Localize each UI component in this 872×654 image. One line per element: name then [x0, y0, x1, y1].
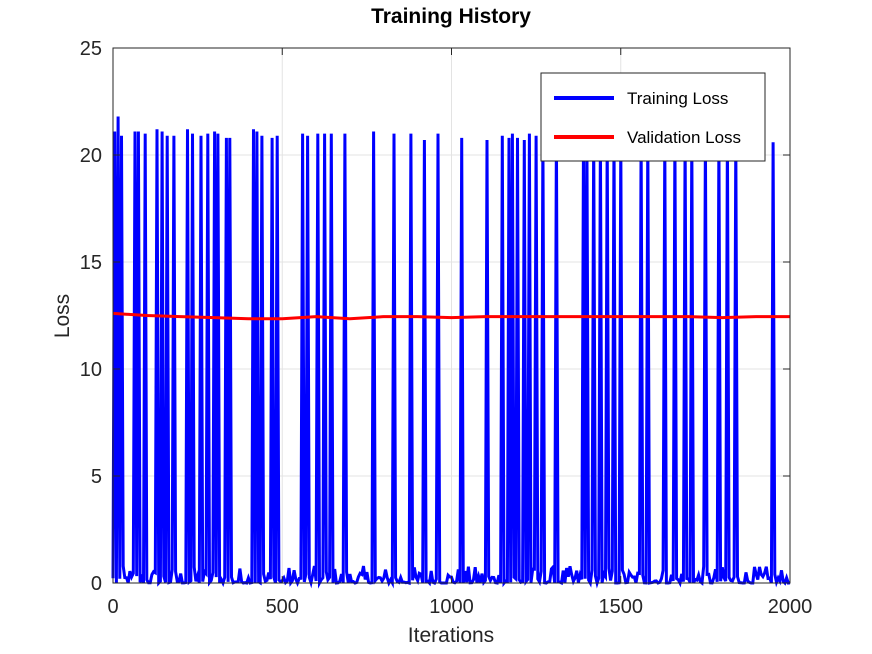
x-tick-label: 0	[107, 596, 118, 618]
legend-label-training-loss: Training Loss	[627, 89, 728, 108]
legend: Training Loss Validation Loss	[540, 72, 766, 162]
y-tick-label: 20	[80, 145, 102, 167]
axis-ticks	[112, 47, 791, 584]
validation-loss-line	[112, 311, 790, 321]
y-tick-label: 15	[80, 252, 102, 274]
series-validation-loss	[112, 311, 790, 321]
x-tick-label: 1000	[429, 596, 474, 618]
x-tick-labels: 0 500 1000 1500 2000	[107, 596, 812, 618]
chart-title: Training History	[371, 5, 531, 28]
y-axis-label: Loss	[51, 294, 74, 338]
legend-label-validation-loss: Validation Loss	[627, 128, 741, 147]
legend-box	[540, 72, 766, 162]
y-tick-label: 25	[80, 38, 102, 60]
x-axis-label: Iterations	[408, 624, 494, 647]
y-tick-label: 10	[80, 359, 102, 381]
x-tick-label: 2000	[768, 596, 813, 618]
y-tick-label: 5	[91, 466, 102, 488]
x-tick-label: 500	[266, 596, 299, 618]
x-tick-label: 1500	[599, 596, 644, 618]
y-tick-label: 0	[91, 573, 102, 595]
y-tick-labels: 0 5 10 15 20 25	[80, 38, 102, 595]
